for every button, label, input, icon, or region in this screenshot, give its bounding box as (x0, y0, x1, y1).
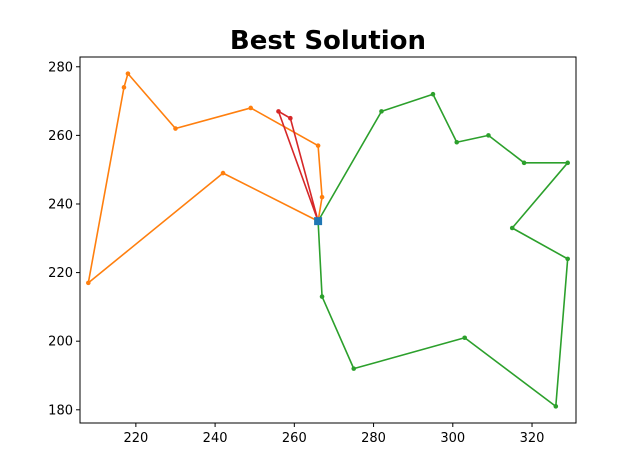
y-tick-label-200: 200 (48, 335, 73, 350)
series-2-point-3 (430, 91, 436, 97)
series-2-point-2 (379, 109, 384, 114)
series-1-point-6 (125, 71, 131, 76)
y-tick-label-220: 220 (48, 266, 73, 281)
y-tick-label-260: 260 (48, 129, 73, 144)
series-2-point-5 (486, 133, 491, 138)
series-2-point-10 (553, 404, 559, 409)
series-2-point-12 (351, 366, 357, 371)
series-1-point-8 (86, 280, 91, 286)
x-tick-label-320: 320 (520, 431, 545, 446)
series-2-point-6 (521, 160, 527, 166)
y-tick-label-280: 280 (48, 60, 73, 75)
series-2-point-9 (565, 256, 570, 262)
series-line-2 (317, 93, 569, 408)
series-3-point-3 (288, 115, 293, 121)
series-1-point-3 (315, 143, 321, 148)
series-1-point-4 (248, 105, 254, 111)
x-tick-label-220: 220 (123, 431, 148, 446)
y-tick-label-240: 240 (48, 197, 73, 212)
series-2-point-7 (565, 160, 570, 166)
x-tick-label-280: 280 (361, 431, 386, 446)
series-1-point-7 (121, 85, 127, 90)
x-tick-label-260: 260 (282, 431, 307, 446)
series-3-point-2 (276, 109, 281, 114)
x-tick-label-300: 300 (440, 431, 465, 446)
series-1-point-9 (220, 170, 226, 176)
plot-area (86, 71, 570, 409)
series-line-1 (87, 72, 323, 284)
chart-title: Best Solution (230, 26, 426, 56)
axes: 220 240 260 280 300 320 180 200 220 240 260 280 (48, 60, 544, 446)
series-2-point-4 (454, 139, 460, 145)
series-1-point-5 (173, 126, 178, 131)
y-tick-label-180: 180 (48, 403, 73, 418)
series-line-3 (277, 110, 319, 222)
series-2-point-8 (509, 225, 515, 231)
depot-marker (314, 217, 323, 226)
axes-frame (79, 56, 577, 424)
series-1-point-2 (319, 194, 325, 200)
series-2-point-13 (319, 294, 325, 299)
x-tick-label-240: 240 (203, 431, 228, 446)
series-2-point-11 (462, 335, 467, 341)
